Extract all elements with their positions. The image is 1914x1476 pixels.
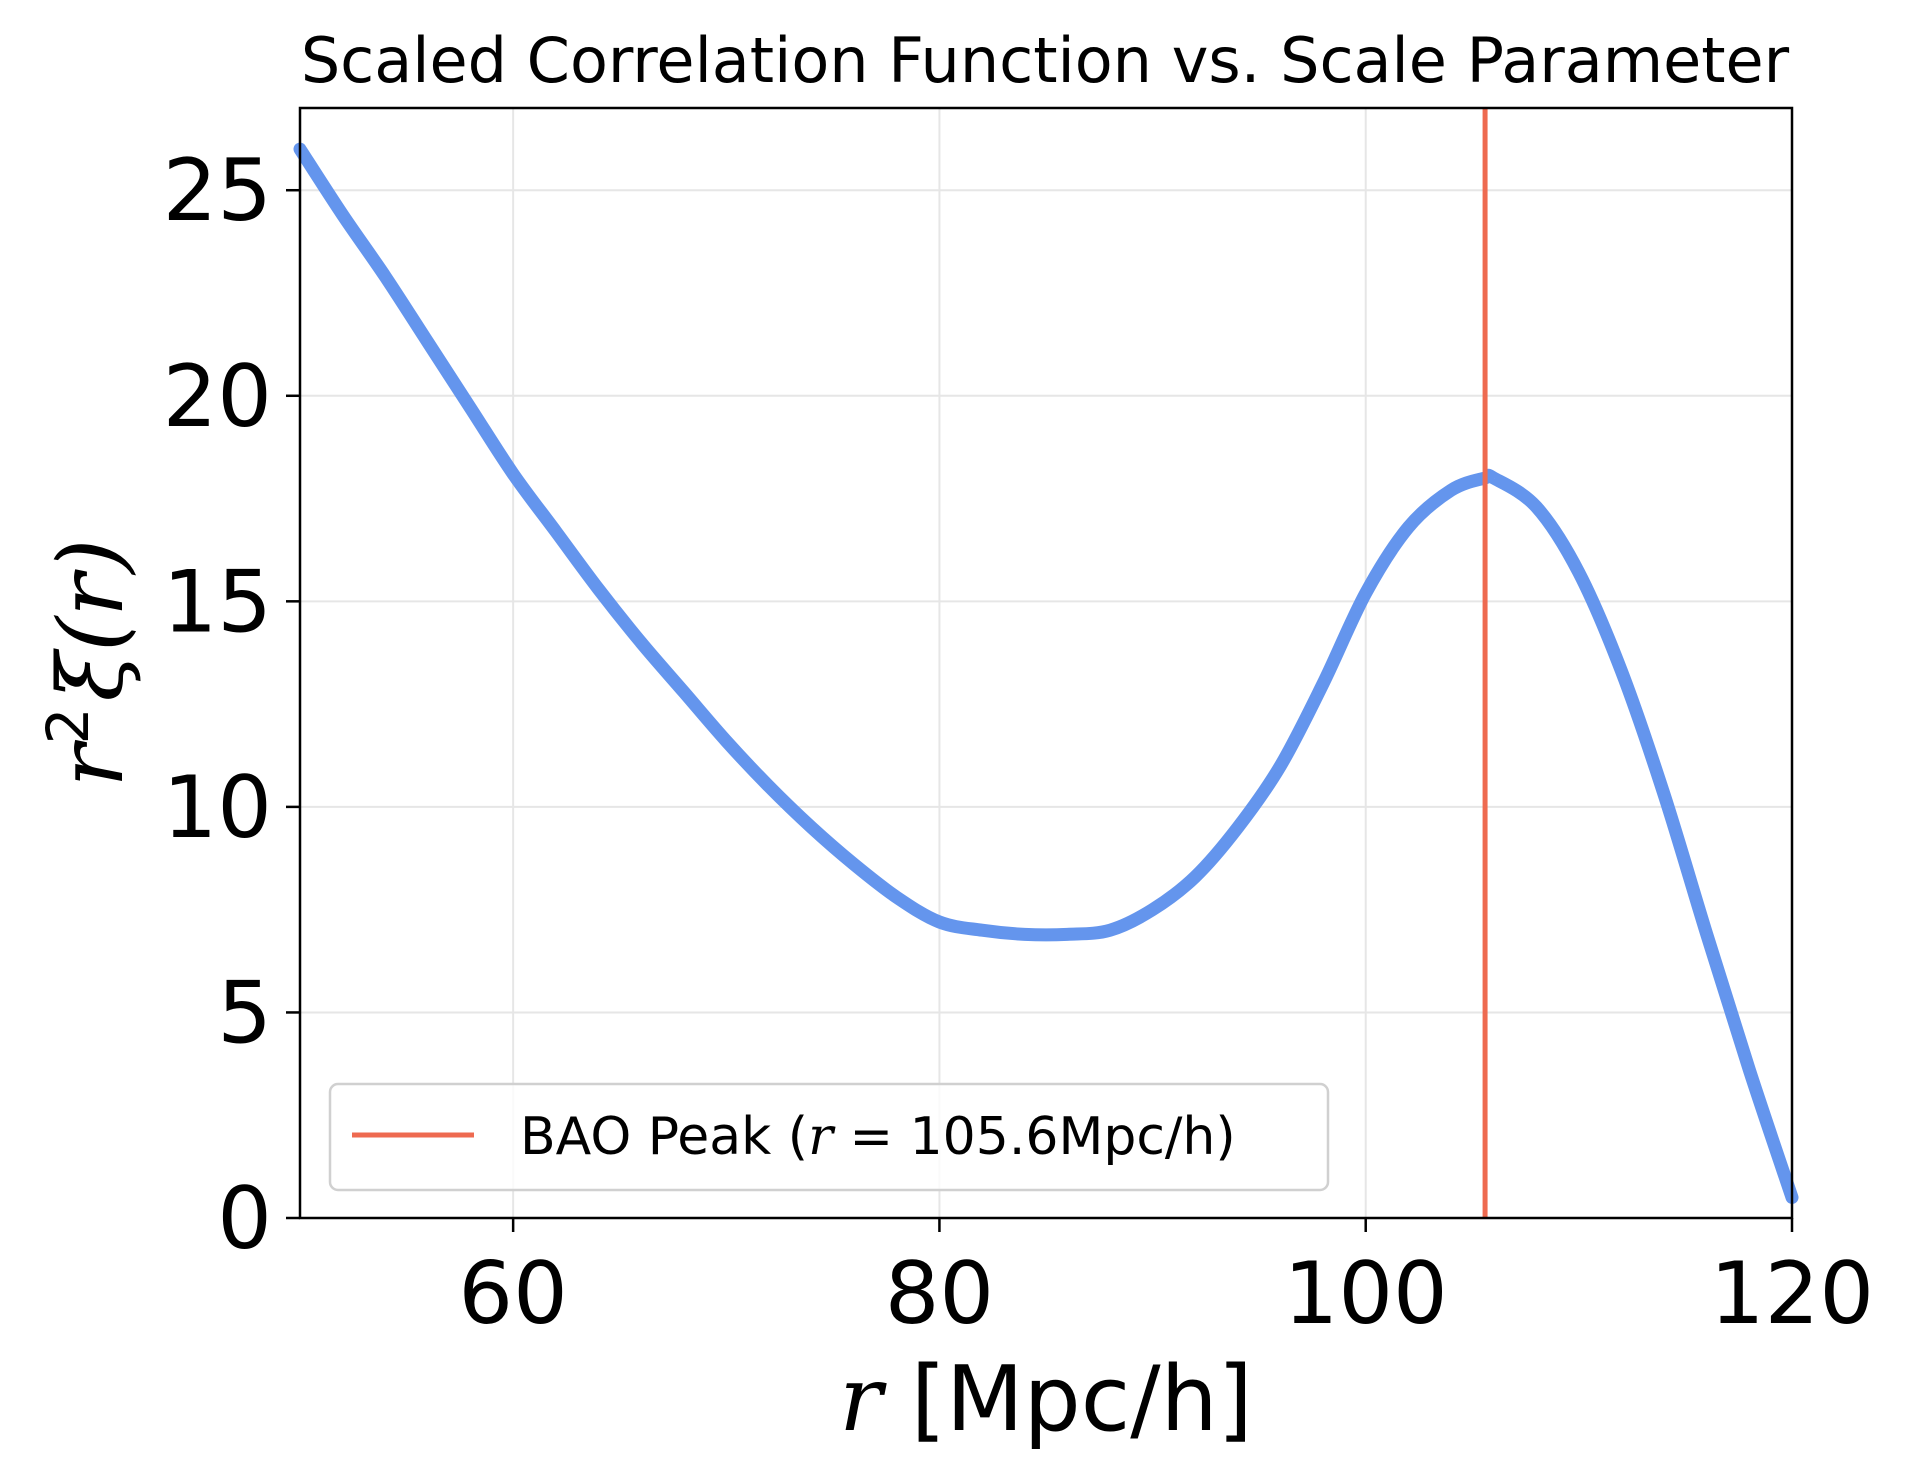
x-axis-label: r [Mpc/h]	[839, 1347, 1253, 1452]
x-tick-label-100: 100	[1284, 1244, 1448, 1344]
x-tick-label-120: 120	[1710, 1244, 1874, 1344]
y-tick-label-5: 5	[217, 963, 272, 1063]
x-tick-label-60: 60	[458, 1244, 567, 1344]
y-axis-label-sup: 2	[34, 707, 102, 744]
legend-label: BAO Peak (r = 105.6Mpc/h)	[520, 1107, 1236, 1167]
ticks: 60 80 100 120 0 5 10 15 20 25	[163, 141, 1875, 1344]
y-tick-label-25: 25	[163, 141, 272, 241]
legend-label-prefix: BAO Peak (	[520, 1107, 808, 1167]
legend-label-suffix: = 105.6Mpc/h)	[833, 1107, 1236, 1167]
series-line-0	[293, 142, 1799, 1204]
y-axis-label: r2 ξ(r)	[34, 539, 144, 788]
x-axis-label-var: r	[839, 1347, 887, 1452]
y-tick-label-20: 20	[163, 347, 272, 447]
chart-title: Scaled Correlation Function vs. Scale Pa…	[301, 24, 1790, 97]
y-tick-label-15: 15	[163, 552, 272, 652]
legend: BAO Peak (r = 105.6Mpc/h)	[328, 1082, 1330, 1192]
x-axis-label-rest: [Mpc/h]	[882, 1347, 1252, 1452]
x-tick-label-80: 80	[885, 1244, 994, 1344]
legend-box	[328, 1082, 1330, 1192]
axes-frame	[298, 106, 1794, 1220]
legend-label-var: r	[808, 1107, 836, 1167]
plot-area	[293, 108, 1799, 1218]
y-tick-label-10: 10	[163, 758, 272, 858]
y-axis-label-base: r	[39, 739, 144, 787]
grid	[300, 108, 1793, 1219]
y-axis-label-func: ξ(r)	[39, 539, 144, 702]
y-tick-label-0: 0	[217, 1169, 272, 1269]
